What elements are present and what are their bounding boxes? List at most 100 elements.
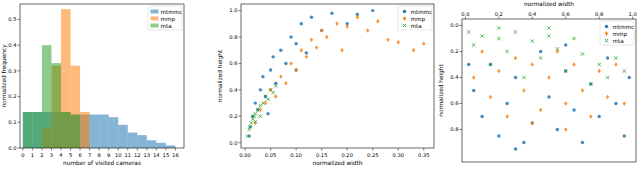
- histogram-bar: [80, 112, 90, 148]
- scatter-point: [597, 69, 600, 73]
- y-axis-label: normalized height: [217, 49, 224, 102]
- y-tick-label: 0.6: [450, 100, 458, 106]
- scatter-point: [539, 50, 542, 53]
- x-tick: [175, 148, 176, 151]
- legend-marker: [605, 31, 608, 35]
- histogram-bar: [71, 115, 81, 148]
- scatter-point: [589, 114, 592, 118]
- scatter-point: [531, 62, 534, 66]
- legend-swatch: [151, 10, 159, 14]
- y-tick: [239, 89, 242, 90]
- scatter-point: [274, 84, 277, 87]
- scatter-point: [572, 62, 575, 66]
- x-tick: [146, 148, 147, 151]
- histogram-bar: [99, 115, 109, 148]
- y-tick: [460, 25, 463, 26]
- scatter-point: [356, 15, 359, 19]
- scatter-point: [472, 43, 475, 46]
- scatter-point: [376, 19, 379, 23]
- x-tick: [70, 148, 71, 151]
- scatter-point: [497, 26, 500, 29]
- x-tick: [137, 148, 138, 151]
- y-tick-label: 0.2: [229, 113, 237, 119]
- x-tick: [599, 17, 600, 20]
- x-tick-label: 0.25: [367, 152, 379, 158]
- plot-background: [462, 19, 636, 162]
- y-tick-label: 0.0: [229, 140, 237, 146]
- histogram-bar: [71, 115, 81, 148]
- x-tick-label: 11: [124, 152, 131, 158]
- y-tick: [18, 96, 21, 97]
- scatter-point: [254, 112, 257, 115]
- x-tick-label: 0.8: [595, 11, 603, 17]
- x-tick-label: 0.10: [290, 152, 302, 158]
- x-tick: [51, 148, 52, 151]
- x-tick: [632, 17, 633, 20]
- x-tick-label: 9: [107, 152, 110, 158]
- x-axis-label: number of visited cameras: [63, 160, 141, 166]
- histogram-bar: [156, 143, 166, 148]
- y-tick: [18, 19, 21, 20]
- scatter-point: [522, 76, 525, 79]
- scatter-point: [497, 134, 500, 137]
- scatter-point: [547, 34, 550, 37]
- x-tick-label: 16: [172, 152, 179, 158]
- panel: 0123456789101112131415160.00.10.20.30.40…: [1, 4, 184, 166]
- x-tick-label: 6: [78, 152, 81, 158]
- x-tick: [532, 17, 533, 20]
- x-tick: [127, 148, 128, 151]
- scatter-point: [371, 9, 374, 12]
- plot-frame: [241, 4, 434, 148]
- y-tick-label: 0.4: [8, 42, 17, 48]
- scatter-point: [514, 147, 517, 150]
- x-tick-label: 0.15: [316, 152, 328, 158]
- scatter-point: [539, 108, 542, 112]
- scatter-point: [480, 49, 483, 53]
- y-tick-label: 0.2: [450, 48, 458, 54]
- scatter-point: [539, 56, 542, 59]
- scatter-point: [514, 56, 517, 60]
- scatter-point: [320, 28, 323, 32]
- x-tick: [245, 148, 246, 151]
- x-tick-label: 3: [50, 152, 53, 158]
- histogram-bar: [51, 63, 61, 148]
- scatter-point: [497, 69, 500, 73]
- x-tick: [22, 148, 23, 151]
- scatter-point: [606, 56, 609, 59]
- y-tick-label: 0.3: [8, 68, 16, 74]
- y-tick: [239, 63, 242, 64]
- legend-label: mtmmc: [161, 9, 183, 15]
- scatter-point: [305, 51, 308, 54]
- x-tick-label: 13: [144, 152, 151, 158]
- histogram-bar: [61, 112, 71, 148]
- x-tick-label: 0.30: [392, 152, 404, 158]
- scatter-point: [614, 56, 617, 59]
- x-tick: [270, 148, 271, 151]
- plot-background: [241, 4, 434, 148]
- scatter-point: [514, 76, 517, 79]
- plot-background: [20, 4, 184, 148]
- scatter-point: [623, 101, 626, 105]
- x-tick: [372, 148, 373, 151]
- scatter-point: [274, 94, 277, 98]
- histogram-bar: [32, 112, 42, 148]
- legend-label: mmp: [411, 16, 426, 23]
- scatter-point: [310, 16, 313, 19]
- legend-label: mmp: [613, 31, 628, 38]
- x-tick-label: 0: [21, 152, 24, 158]
- y-tick: [460, 77, 463, 78]
- x-tick: [80, 148, 81, 151]
- scatter-point: [489, 63, 492, 66]
- scatter-point: [254, 101, 257, 104]
- x-tick-label: 0.00: [239, 152, 251, 158]
- scatter-point: [261, 75, 264, 78]
- x-tick-label: 0.4: [528, 11, 537, 17]
- scatter-point: [564, 101, 567, 105]
- scatter-point: [269, 68, 272, 71]
- scatter-point: [589, 82, 592, 85]
- legend-marker: [403, 24, 406, 27]
- legend-marker: [605, 25, 608, 28]
- plot-frame: [462, 19, 636, 162]
- x-tick-label: 0.20: [341, 152, 353, 158]
- scatter-point: [266, 97, 269, 100]
